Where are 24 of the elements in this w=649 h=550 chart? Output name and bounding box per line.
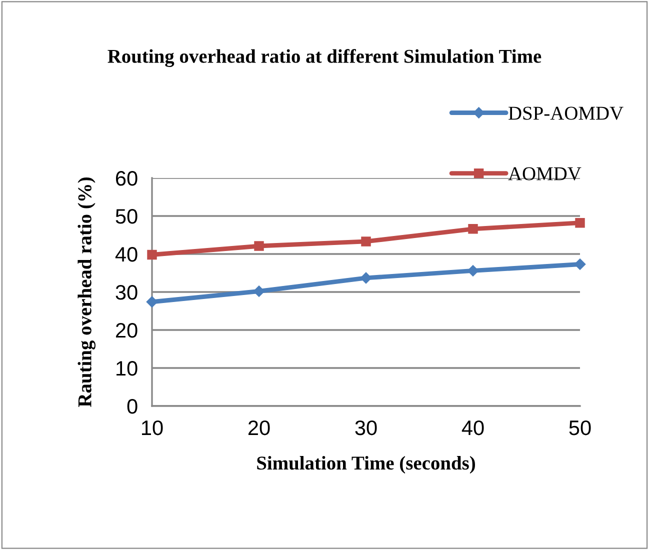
y-tick-label: 10 [116, 361, 138, 376]
y-tick-label: 60 [116, 171, 138, 186]
y-axis-title: Rauting overhead ratio (%) [78, 178, 96, 407]
point [468, 224, 478, 234]
y-tick-label: 30 [116, 285, 138, 300]
y-tick-label: 0 [127, 399, 138, 414]
y-tick-label: 20 [116, 323, 138, 338]
point [360, 272, 372, 284]
y-tick-label: 50 [116, 209, 138, 224]
y-tick-label: 40 [115, 247, 138, 262]
x-tick-label: 20 [248, 420, 270, 436]
legend-label: AOMDV [508, 167, 582, 180]
point [575, 218, 585, 228]
point [254, 241, 264, 251]
point [146, 296, 158, 308]
x-tick-label: 30 [355, 420, 377, 436]
point [361, 236, 371, 246]
x-tick-label: 50 [569, 420, 591, 436]
chart-title: Routing overhead ratio at different Simulation Time [108, 49, 542, 67]
point [147, 250, 157, 260]
x-tick-label: 40 [462, 420, 484, 436]
x-axis-title: Simulation Time (seconds) [257, 456, 475, 474]
x-tick-label: 10 [142, 420, 163, 436]
legend-label: DSP-AOMDV [508, 106, 624, 120]
